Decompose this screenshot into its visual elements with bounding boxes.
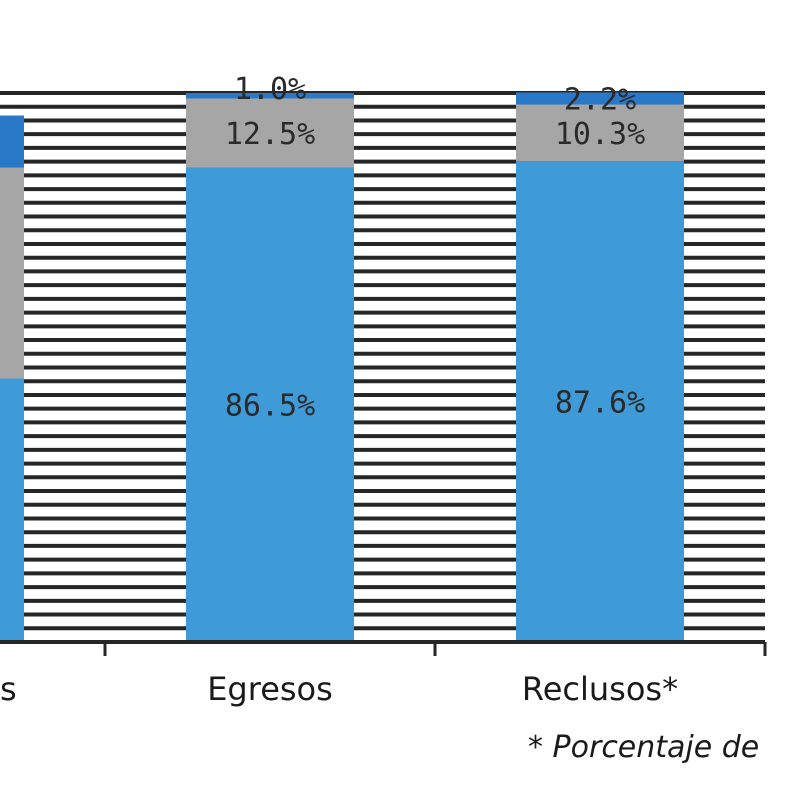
category-labels: s Egresos Reclusos* [0, 670, 678, 708]
category-label-0: s [0, 670, 17, 708]
x-axis [0, 640, 767, 656]
bar-segment-1-2 [186, 93, 354, 99]
bar-segment-0-2 [0, 115, 24, 168]
bar-segment-0-0 [0, 378, 24, 642]
bar-segment-2-1 [516, 104, 684, 162]
value-label-2-2: 2.2% [564, 82, 636, 117]
category-label-2: Reclusos* [522, 670, 678, 708]
footnote: * Porcentaje de [528, 730, 759, 765]
value-label-1-2: 1.0% [234, 72, 306, 107]
bars [0, 92, 684, 643]
category-label-1: Egresos [207, 670, 333, 708]
value-label-2-0: 87.6% [555, 386, 645, 421]
bar-segment-0-1 [0, 167, 24, 379]
bar-segment-2-0 [516, 161, 684, 643]
bar-segment-1-0 [186, 167, 354, 643]
bar-segment-2-2 [516, 92, 684, 105]
value-label-1-0: 86.5% [225, 389, 315, 424]
value-labels: 86.5% 12.5% 1.0% 87.6% 10.3%2.2% [225, 72, 645, 424]
value-label-2-1: 10.3% [555, 117, 645, 152]
bar-segment-1-1 [186, 98, 354, 168]
value-label-1-1: 12.5% [225, 117, 315, 152]
